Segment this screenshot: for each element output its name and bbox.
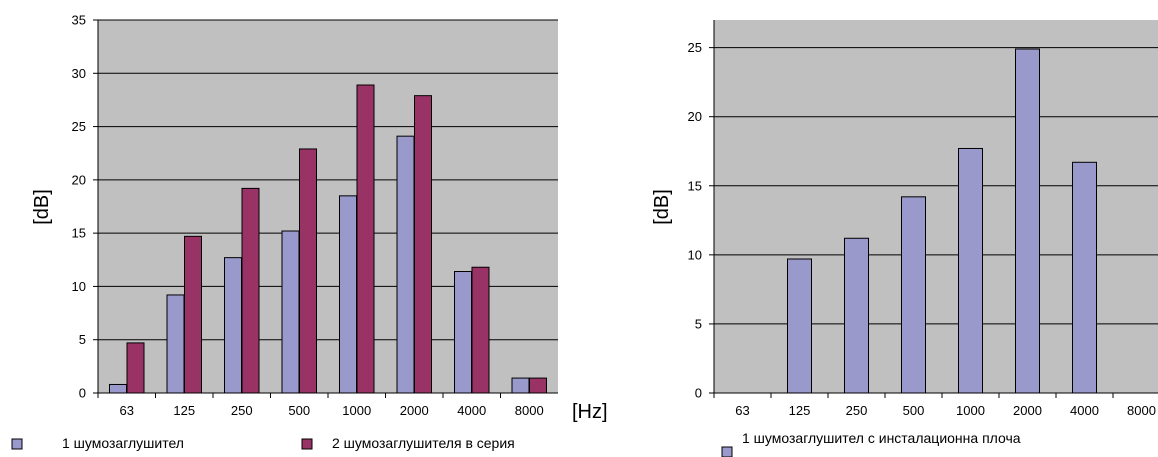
x-tick-label: 4000: [457, 403, 486, 418]
y-tick-labels: 0 5 10 15 20 25: [688, 40, 702, 400]
bar: [529, 377, 547, 394]
x-tick-label: 2000: [400, 403, 429, 418]
bar: [787, 258, 812, 394]
x-tick-label: 2000: [1013, 403, 1042, 418]
legend-swatch-series-1: [11, 438, 23, 450]
bar: [241, 187, 260, 394]
x-tick-label: 63: [120, 403, 134, 418]
bar: [844, 237, 869, 394]
y-tick-label: 25: [72, 119, 86, 134]
chart-left: 0 5 10 15 20 25 30 35 63 125 250 500 1000 2000 4000 80…: [11, 13, 608, 451]
x-tick-labels: 63 125 250 500 1000 2000 4000 8000: [97, 393, 544, 418]
bar: [109, 383, 127, 394]
y-tick-label: 15: [72, 226, 86, 241]
bar: [1072, 161, 1097, 394]
x-tick-label: 4000: [1070, 403, 1099, 418]
y-tick-label: 5: [79, 332, 86, 347]
y-tick-label: 0: [695, 386, 702, 401]
x-tick-label: 500: [288, 403, 310, 418]
x-tick-label: 63: [735, 403, 749, 418]
legend-label-series-2: 2 шумозаглушителя в серия: [332, 435, 515, 451]
x-tick-label: 1000: [956, 403, 985, 418]
y-tick-label: 5: [695, 316, 702, 331]
y-tick-label: 30: [72, 66, 86, 81]
x-tick-labels: 63 125 250 500 1000 2000 4000 8000: [713, 393, 1156, 418]
bar: [356, 84, 375, 394]
x-tick-label: 8000: [515, 403, 544, 418]
bar: [184, 235, 202, 394]
y-axis-label: [dB]: [31, 189, 53, 225]
y-axis-label: [dB]: [651, 189, 673, 225]
bars: [109, 84, 547, 394]
bar: [299, 148, 317, 394]
x-tick-label: 8000: [1127, 403, 1156, 418]
bar: [471, 266, 490, 394]
y-tick-label: 35: [72, 13, 86, 28]
x-tick-label: 250: [231, 403, 253, 418]
legend: 1 шумозаглушител с инсталационна плоча: [721, 430, 1021, 457]
legend-label-series-1: 1 шумозаглушител: [62, 435, 184, 451]
bar: [901, 196, 926, 394]
y-tick-label: 0: [79, 386, 86, 401]
legend: 1 шумозаглушител 2 шумозаглушителя в сер…: [11, 435, 515, 451]
bar: [1015, 48, 1040, 394]
bars: [787, 48, 1097, 394]
chart-right: 0 5 10 15 20 25 63 125 250 500 1000 2000 4000 8000 […: [651, 20, 1158, 457]
x-tick-label: 125: [173, 403, 195, 418]
bar: [339, 195, 357, 394]
x-axis-label: [Hz]: [572, 401, 608, 423]
x-tick-label: 125: [789, 403, 811, 418]
bar: [166, 294, 185, 394]
bar: [126, 342, 145, 394]
bar: [958, 147, 983, 394]
y-tick-label: 10: [688, 247, 702, 262]
y-tick-label: 20: [72, 172, 86, 187]
bar: [224, 257, 242, 394]
axes: [709, 20, 1158, 394]
legend-swatch-series-1: [721, 446, 733, 457]
x-tick-label: 1000: [342, 403, 371, 418]
legend-swatch-series-2: [301, 438, 313, 450]
y-tick-labels: 0 5 10 15 20 25 30 35: [72, 13, 86, 401]
y-tick-label: 25: [688, 40, 702, 55]
bar: [414, 95, 432, 394]
y-tick-label: 10: [72, 279, 86, 294]
bar: [454, 271, 472, 394]
x-tick-label: 250: [846, 403, 868, 418]
bar: [396, 135, 415, 394]
bar: [281, 230, 300, 394]
legend-label-series-1: 1 шумозаглушител с инсталационна плоча: [742, 430, 1021, 446]
y-tick-label: 15: [688, 178, 702, 193]
x-tick-label: 500: [903, 403, 925, 418]
bar: [511, 377, 530, 394]
y-tick-label: 20: [688, 109, 702, 124]
